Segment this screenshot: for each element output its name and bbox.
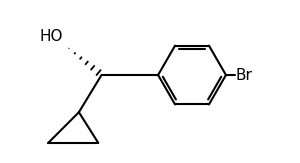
Text: HO: HO (40, 29, 63, 44)
Text: Br: Br (236, 67, 253, 82)
